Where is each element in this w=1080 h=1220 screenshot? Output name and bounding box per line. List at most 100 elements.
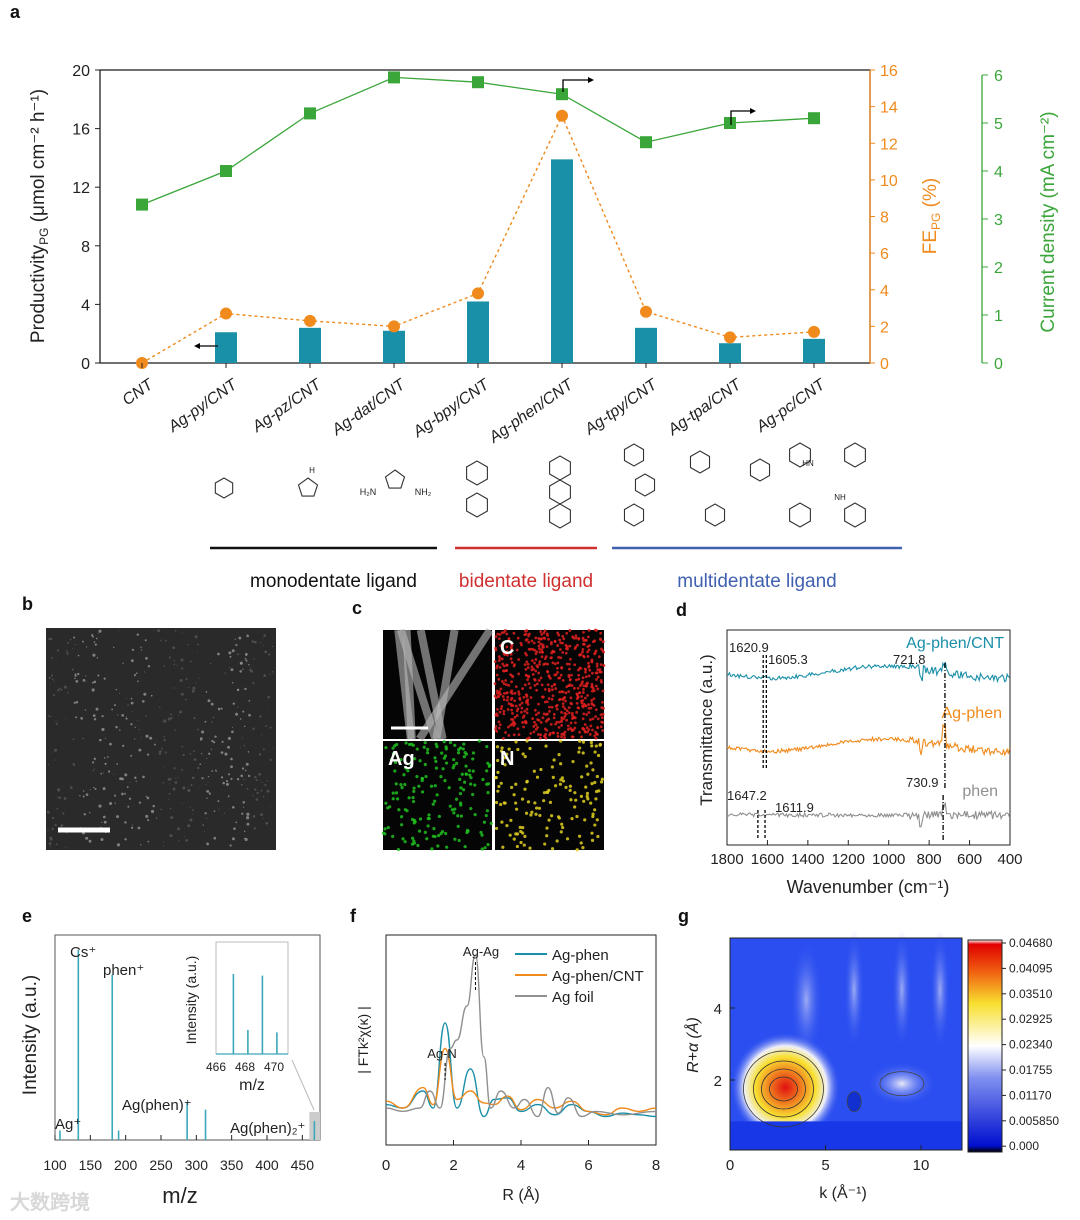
cd-point (640, 136, 652, 149)
eds-dot (388, 805, 392, 809)
tem-particle (262, 818, 264, 820)
eds-dot (558, 638, 562, 642)
eds-dot (448, 804, 452, 808)
fe-point (304, 314, 316, 327)
tem-particle (113, 773, 115, 775)
eds-dot (601, 712, 605, 716)
contour-line (753, 1060, 814, 1118)
eds-dot (594, 736, 598, 740)
tem-particle (263, 645, 265, 647)
tem-particle (206, 842, 210, 846)
tem-particle (75, 700, 79, 704)
tem-particle (176, 664, 178, 666)
eds-dot (521, 716, 525, 719)
tem-particle (100, 837, 104, 841)
tem-particle (214, 735, 217, 738)
eds-dot (586, 650, 589, 654)
tem-particle (180, 658, 184, 662)
tem-particle (244, 657, 247, 660)
tem-particle (182, 753, 185, 757)
tem-particle (119, 729, 121, 731)
tem-particle (50, 751, 52, 753)
eds-dot (584, 785, 588, 789)
tem-particle (152, 804, 156, 808)
tem-particle (211, 770, 214, 772)
eds-dot (500, 761, 505, 765)
tem-particle (204, 812, 207, 815)
eds-dot (533, 677, 536, 681)
eds-dot (502, 664, 506, 668)
tem-particle (181, 745, 184, 748)
eds-dot (574, 634, 578, 638)
eds-dot (516, 707, 520, 711)
eds-dot (462, 755, 466, 759)
tem-particle (263, 634, 266, 637)
eds-dot (575, 693, 579, 697)
eds-dot (601, 689, 605, 693)
eds-dot (581, 727, 585, 731)
eds-dot (591, 671, 594, 675)
eds-dot (552, 716, 556, 720)
fe-tick-label: 4 (880, 283, 889, 300)
tem-particle (138, 729, 140, 731)
tem-particle (243, 830, 246, 833)
tem-particle (248, 713, 251, 717)
eds-dot (582, 642, 585, 646)
eds-dot (584, 668, 588, 672)
eds-dot (587, 728, 591, 731)
tem-particle (130, 723, 133, 726)
tem-particle (168, 792, 171, 795)
eds-dot (381, 831, 386, 835)
eds-dot (453, 807, 457, 811)
eds-dot (551, 775, 555, 780)
eds-dot (558, 648, 562, 651)
eds-dot (587, 706, 591, 710)
peak-annotation: 1647.2 (727, 788, 767, 803)
eds-dot (391, 746, 395, 750)
eds-dot (558, 690, 562, 694)
eds-dot (556, 731, 560, 735)
ytick-label-a: 0 (81, 356, 90, 373)
eds-dot (521, 825, 525, 830)
tem-particle (263, 674, 267, 678)
eds-dot (423, 830, 427, 835)
tem-particle (109, 802, 113, 806)
tem-particle (206, 817, 207, 819)
tem-particle (165, 639, 167, 642)
tem-particle (160, 808, 163, 811)
tem-particle (73, 722, 75, 724)
eds-dot (541, 716, 545, 720)
tpa-structure (749, 458, 771, 482)
eds-dot (597, 655, 601, 659)
eds-dot (554, 784, 558, 788)
tem-particle (210, 748, 213, 750)
eds-dot (409, 763, 413, 767)
tem-particle (248, 699, 251, 702)
eds-dot (596, 668, 600, 672)
tem-particle (258, 773, 262, 776)
tem-particle (57, 788, 61, 792)
eds-dot (497, 784, 501, 789)
tem-particle (215, 769, 217, 771)
eds-dot (586, 772, 590, 776)
eds-dot (494, 713, 498, 717)
eds-dot (583, 704, 587, 708)
tem-particle (106, 756, 109, 758)
tem-particle (130, 754, 133, 757)
eds-dot (546, 683, 550, 687)
eds-dot (473, 783, 477, 787)
eds-dot (435, 744, 439, 749)
eds-dot (514, 740, 518, 744)
eds-dot (437, 834, 441, 838)
tem-particle (269, 758, 272, 762)
eds-dot (539, 767, 543, 772)
exafs-Ag-phen (385, 1022, 657, 1118)
cd-tick-label: 0 (994, 356, 1003, 373)
eds-dot (399, 757, 403, 762)
pyrazole-h-label: H (309, 466, 315, 475)
peak-annotation: 1605.3 (768, 652, 808, 667)
tem-particle (168, 798, 170, 800)
peak-annotation: 1620.9 (729, 640, 769, 655)
eds-dot (502, 709, 506, 713)
fe-point (220, 307, 232, 320)
